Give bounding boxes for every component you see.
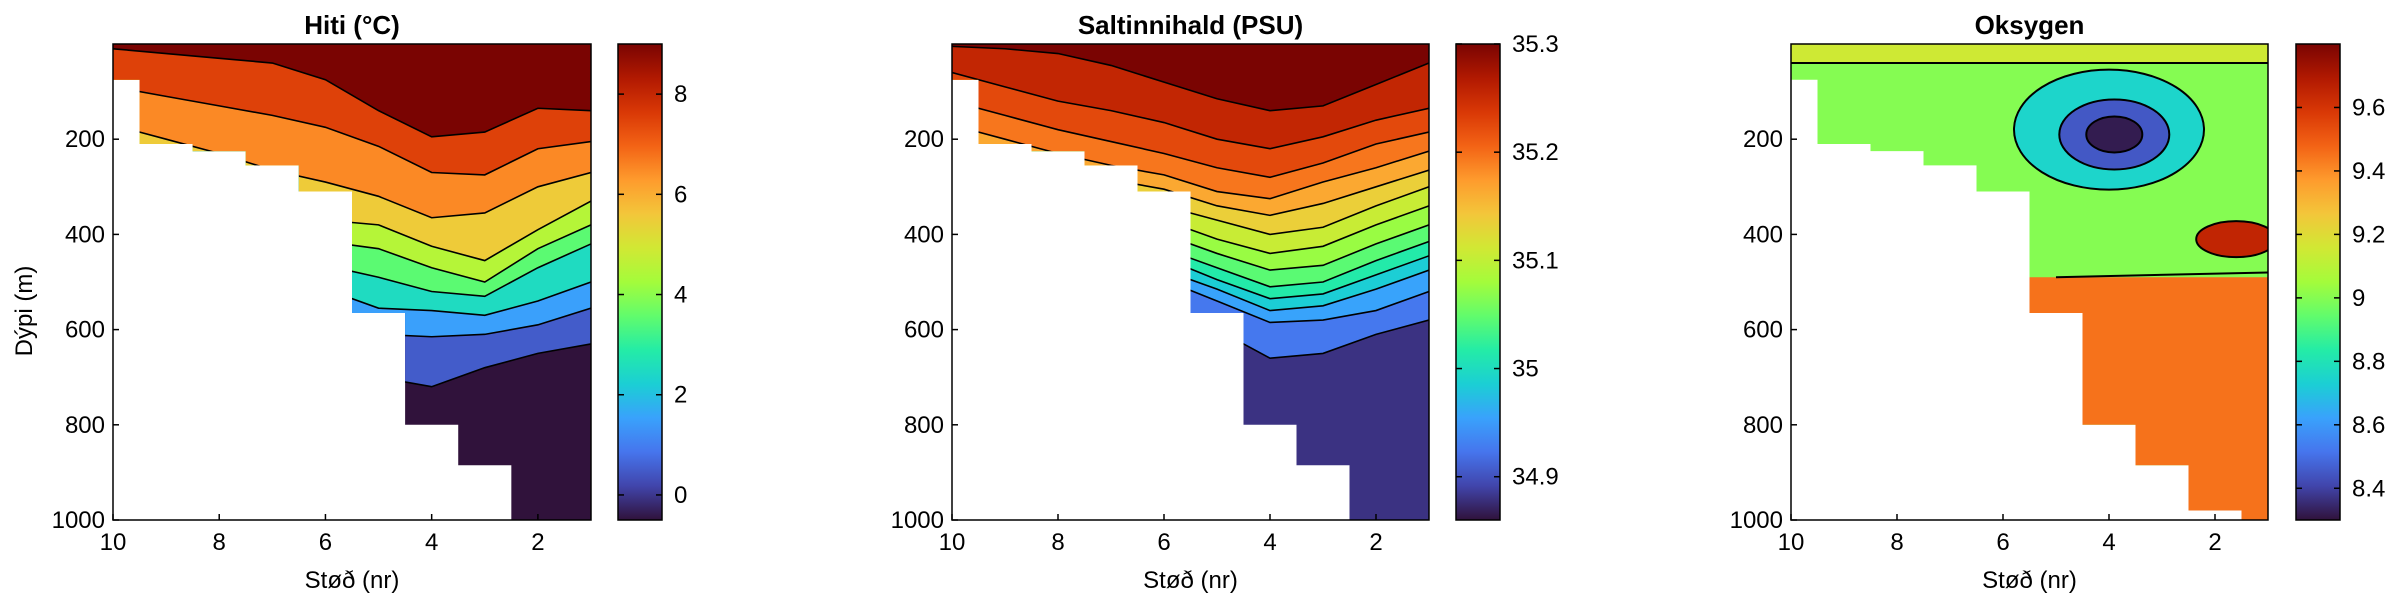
colorbar bbox=[617, 43, 663, 521]
x-tick-label: 8 bbox=[1051, 529, 1064, 556]
y-tick-label: 200 bbox=[65, 126, 105, 153]
colorbar-tick-label: 2 bbox=[674, 382, 687, 409]
data-field bbox=[952, 44, 1429, 520]
colorbar-tick-label: 8.8 bbox=[2352, 348, 2385, 375]
colorbar-tick-label: 9.4 bbox=[2352, 158, 2385, 185]
y-tick-label: 1000 bbox=[52, 507, 105, 534]
y-tick-label: 400 bbox=[65, 221, 105, 248]
colorbar-tick-label: 9.2 bbox=[2352, 221, 2385, 248]
x-tick-label: 10 bbox=[100, 529, 127, 556]
x-tick-label: 4 bbox=[1263, 529, 1276, 556]
y-tick-label: 1000 bbox=[1730, 507, 1783, 534]
x-tick-label: 2 bbox=[2208, 529, 2221, 556]
x-axis-label: Støð (nr) bbox=[1982, 567, 2077, 594]
y-tick-label: 600 bbox=[904, 317, 944, 344]
colorbar-tick-label: 34.9 bbox=[1512, 464, 1559, 491]
axes-box bbox=[951, 43, 1430, 521]
colorbar-tick-label: 0 bbox=[674, 482, 687, 509]
colorbar-tick-label: 4 bbox=[674, 282, 687, 309]
axes-box bbox=[112, 43, 592, 521]
x-tick-label: 2 bbox=[1369, 529, 1382, 556]
x-tick-label: 8 bbox=[1890, 529, 1903, 556]
field-band bbox=[113, 44, 591, 137]
y-tick-label: 800 bbox=[1743, 412, 1783, 439]
y-tick-label: 800 bbox=[904, 412, 944, 439]
y-tick-label: 600 bbox=[1743, 317, 1783, 344]
chart-title: Hiti (°C) bbox=[304, 10, 400, 40]
temperature-panel: Hiti (°C) 10 8 6 4 2 200 400 600 800 1000 Støð (nr)… bbox=[52, 10, 688, 594]
x-tick-label: 10 bbox=[1778, 529, 1805, 556]
salinity-panel: Saltinnihald (PSU) 10 8 6 4 2 200 400 600 800 1000… bbox=[891, 10, 1559, 594]
field-region bbox=[2195, 220, 2268, 259]
colorbar bbox=[2295, 43, 2341, 521]
contour-line bbox=[952, 100, 1429, 179]
contour-line bbox=[952, 124, 1429, 200]
colorbar-tick-label: 35.3 bbox=[1512, 31, 1559, 58]
contour-line bbox=[113, 47, 592, 138]
x-tick-label: 2 bbox=[531, 529, 544, 556]
x-tick-label: 6 bbox=[1157, 529, 1170, 556]
contour-line bbox=[2055, 271, 2268, 279]
x-axis-label: Støð (nr) bbox=[1143, 567, 1238, 594]
x-tick-label: 8 bbox=[213, 529, 226, 556]
colorbar-tick-label: 6 bbox=[674, 181, 687, 208]
colorbar-tick-label: 9.6 bbox=[2352, 94, 2385, 121]
colorbar-tick-label: 8.4 bbox=[2352, 475, 2385, 502]
data-field bbox=[1791, 44, 2268, 520]
colorbar-tick-label: 8.6 bbox=[2352, 412, 2385, 439]
colorbar-tick-label: 9 bbox=[2352, 285, 2365, 312]
x-tick-label: 6 bbox=[319, 529, 332, 556]
x-axis-label: Støð (nr) bbox=[305, 567, 400, 594]
contour-line bbox=[952, 71, 1429, 150]
colorbar bbox=[1455, 43, 1501, 521]
y-tick-label: 1000 bbox=[891, 507, 944, 534]
oxygen-panel: Oksygen 10 8 6 4 2 200 400 600 800 1000 Støð (nr) 8.… bbox=[1730, 10, 2386, 594]
x-tick-label: 4 bbox=[2102, 529, 2115, 556]
contour-line bbox=[113, 86, 592, 176]
contour-line bbox=[952, 45, 1429, 112]
field-region bbox=[2085, 115, 2144, 154]
y-tick-label: 800 bbox=[65, 412, 105, 439]
field-region bbox=[1791, 277, 2268, 520]
y-tick-label: 200 bbox=[904, 126, 944, 153]
field-region bbox=[1791, 44, 2268, 64]
y-tick-label: 200 bbox=[1743, 126, 1783, 153]
field-band bbox=[952, 44, 1429, 111]
y-tick-label: 400 bbox=[1743, 221, 1783, 248]
y-axis-label: Dýpi (m) bbox=[11, 266, 38, 357]
y-tick-label: 600 bbox=[65, 317, 105, 344]
x-tick-label: 4 bbox=[425, 529, 438, 556]
data-field bbox=[113, 44, 592, 520]
colorbar-tick-label: 35.2 bbox=[1512, 139, 1559, 166]
y-tick-label: 400 bbox=[904, 221, 944, 248]
x-tick-label: 6 bbox=[1996, 529, 2009, 556]
chart-title: Oksygen bbox=[1975, 10, 2085, 40]
colorbar-tick-label: 8 bbox=[674, 81, 687, 108]
colorbar-tick-label: 35.1 bbox=[1512, 247, 1559, 274]
colorbar-tick-label: 35 bbox=[1512, 356, 1539, 383]
x-tick-label: 10 bbox=[939, 529, 966, 556]
chart-title: Saltinnihald (PSU) bbox=[1078, 10, 1303, 40]
axes-box bbox=[1790, 43, 2269, 521]
